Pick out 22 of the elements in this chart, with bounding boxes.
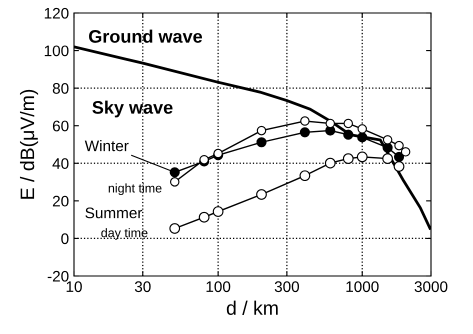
annotation: Ground wave (89, 30, 202, 43)
x-tick-label: 3000 (414, 281, 448, 292)
annotation: Sky wave (92, 100, 173, 118)
y-tick-label: -20 (48, 270, 69, 282)
x-tick-label: 100 (206, 281, 230, 292)
annotation: day time (101, 228, 148, 240)
y-tick-label: 0 (61, 233, 69, 244)
y-tick-label: 40 (52, 158, 69, 169)
x-tick-label: 10 (66, 281, 82, 292)
y-tick-label: 60 (52, 120, 69, 132)
y-tick-label: 20 (52, 196, 69, 207)
x-tick-label: 300 (274, 281, 300, 292)
annotation: Winter (84, 140, 129, 152)
x-tick-label: 30 (134, 281, 151, 292)
y-tick-label: 100 (44, 45, 69, 56)
x-tick-label: 1000 (346, 281, 379, 292)
x-axis-title: d / km (226, 300, 278, 315)
y-axis-title: E / dB(μV/m) (20, 90, 38, 199)
annotation: Summer (85, 207, 142, 218)
y-tick-label: 80 (52, 83, 69, 94)
y-tick-label: 120 (44, 8, 69, 19)
annotation: night time (108, 183, 162, 196)
